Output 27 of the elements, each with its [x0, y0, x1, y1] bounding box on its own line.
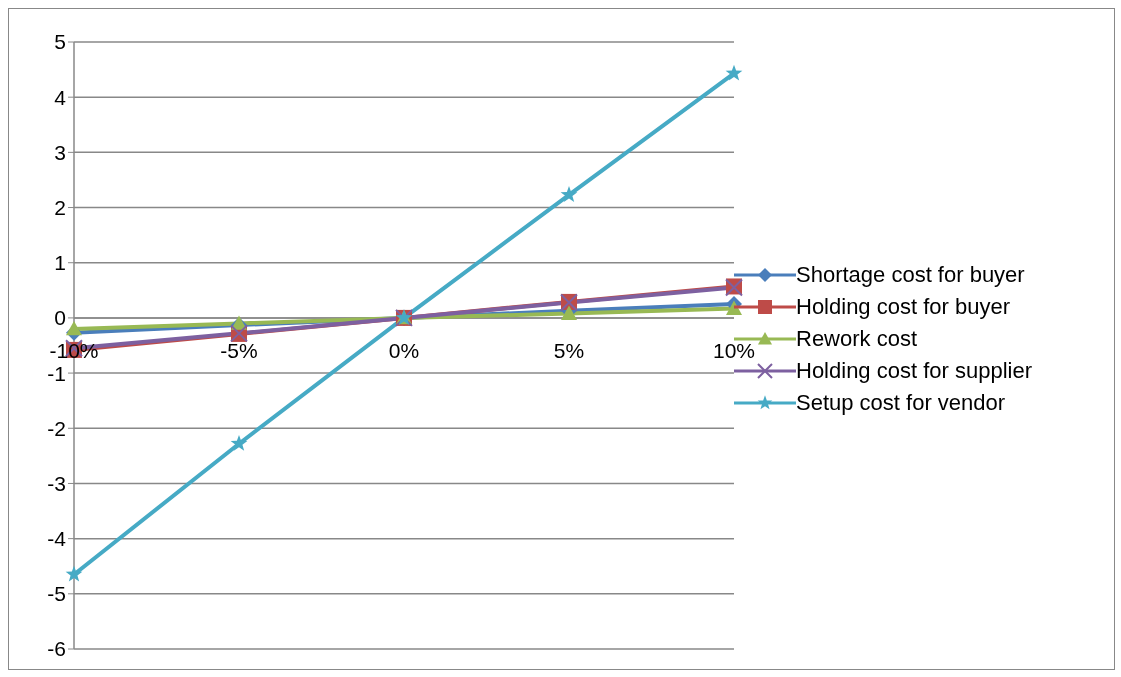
y-tick-label: 1 [54, 251, 66, 275]
point [65, 565, 83, 582]
y-tick-label: 0 [54, 306, 66, 330]
point [230, 434, 248, 451]
y-tick-label: 4 [54, 85, 67, 109]
legend-label: Rework cost [796, 326, 918, 352]
y-tick-label: -5 [47, 582, 66, 606]
y-tick-label: 3 [54, 140, 66, 164]
y-tick-label: -2 [47, 416, 66, 440]
y-tick-label: -1 [47, 361, 66, 385]
legend-label: Setup cost for vendor [796, 390, 1006, 416]
y-tick-label: -4 [47, 527, 67, 551]
legend-label: Holding cost for supplier [796, 358, 1033, 384]
legend-label: Shortage cost for buyer [796, 262, 1025, 288]
x-tick-label: -5% [220, 338, 258, 362]
y-tick-label: 2 [54, 196, 66, 219]
y-tick-label: -3 [47, 471, 66, 495]
x-tick-label: 5% [553, 338, 585, 362]
x-tick-label: 0% [388, 338, 420, 362]
legend-label: Holding cost for buyer [796, 294, 1010, 320]
point [726, 300, 742, 315]
point [66, 320, 82, 336]
x-tick-label: 10% [712, 338, 756, 362]
point [725, 64, 743, 81]
point [560, 186, 578, 202]
y-tick-label: -6 [47, 637, 66, 661]
y-tick-label: 5 [54, 30, 66, 54]
